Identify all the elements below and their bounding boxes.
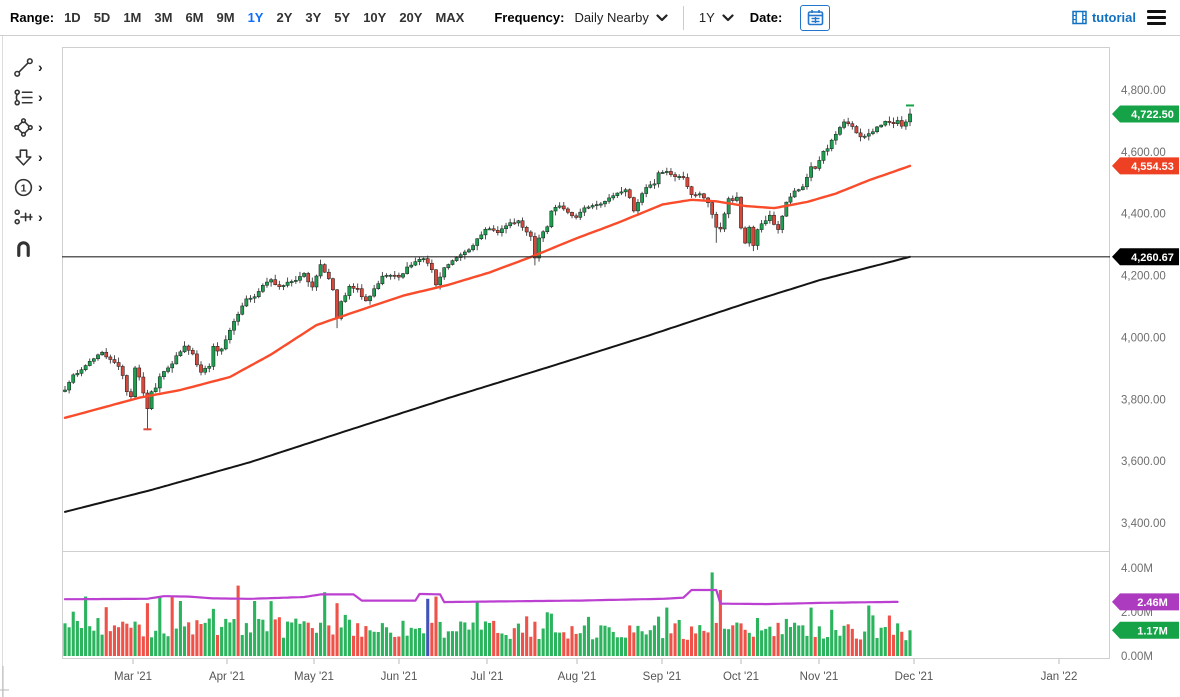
badge-ma-slow-value: 4,260.67 (1112, 248, 1179, 266)
x-axis-label: Sep '21 (643, 671, 682, 683)
range-option-5y[interactable]: 5Y (334, 10, 351, 25)
shapes-icon (14, 117, 33, 137)
svg-text:1: 1 (21, 182, 27, 194)
y-axis-label: 3,600.00 (1121, 456, 1166, 468)
low-tick-marker (143, 428, 152, 431)
y-axis-label: 4,400.00 (1121, 209, 1166, 221)
badge-volume-ma-value: 2.46M (1112, 593, 1179, 611)
svg-text:2.46M: 2.46M (1137, 597, 1168, 609)
chevron-down-icon (722, 13, 734, 21)
range-option-5d[interactable]: 5D (93, 10, 111, 25)
x-axis-label: Jan '22 (1041, 671, 1078, 683)
badge-last-price: 4,722.50 (1112, 105, 1179, 123)
range-option-2y[interactable]: 2Y (276, 10, 293, 25)
x-axis-label: Aug '21 (558, 671, 597, 683)
x-axis-label: Oct '21 (723, 671, 759, 683)
submenu-chevron-icon: › (38, 89, 43, 105)
x-axis-label: Mar '21 (114, 671, 152, 683)
number-tool-button[interactable]: 1 › (13, 176, 59, 198)
shapes-tool-button[interactable]: › (13, 116, 59, 138)
arrow-icon (15, 148, 32, 166)
volume-axis-label: 4.00M (1121, 563, 1153, 575)
period-dropdown[interactable]: 1Y (699, 10, 734, 25)
y-axis-label: 3,400.00 (1121, 518, 1166, 530)
date-label: Date: (749, 10, 783, 25)
ma-slow-line (64, 255, 911, 513)
x-axis-label: May '21 (294, 671, 334, 683)
x-axis-label: Dec '21 (895, 671, 934, 683)
range-option-3y[interactable]: 3Y (305, 10, 322, 25)
range-option-1d[interactable]: 1D (64, 10, 81, 25)
ma-fast-line (63, 164, 912, 419)
toolbar-divider (682, 5, 684, 30)
number-icon: 1 (14, 178, 33, 196)
range-label: Range: (10, 10, 55, 25)
x-axis-label: Nov '21 (800, 671, 839, 683)
submenu-chevron-icon: › (38, 209, 43, 225)
y-axis-label: 3,800.00 (1121, 394, 1166, 406)
y-axis-label: 4,000.00 (1121, 332, 1166, 344)
drawing-tools-sidebar: › › › › 1 › › (13, 56, 59, 258)
linelist-tool-button[interactable]: › (13, 86, 59, 108)
plot-border (62, 47, 1110, 659)
linelist-icon (14, 88, 33, 106)
period-value: 1Y (698, 10, 715, 25)
magnet-tool-button[interactable] (13, 236, 59, 258)
gann-tool-button[interactable]: › (13, 206, 59, 228)
y-axis-label: 4,200.00 (1121, 271, 1166, 283)
range-option-1m[interactable]: 1M (123, 10, 142, 25)
range-selector: 1D 5D 1M 3M 6M 9M 1Y 2Y 3Y 5Y 10Y 20Y MAX (64, 10, 464, 25)
y-axis-label: 4,800.00 (1121, 85, 1166, 97)
volume-ma-line (63, 588, 899, 606)
x-axis-label: Apr '21 (209, 671, 245, 683)
calendar-icon (807, 10, 824, 26)
price-chart[interactable]: 4,800.00 4,600.00 4,400.00 4,200.00 4,000.00… (0, 36, 1180, 697)
range-option-3m[interactable]: 3M (154, 10, 173, 25)
last-price-tick-marker (906, 104, 915, 107)
svg-text:1.17M: 1.17M (1137, 625, 1168, 637)
svg-text:4,722.50: 4,722.50 (1131, 109, 1174, 121)
film-icon (1072, 10, 1087, 25)
tutorial-link[interactable]: tutorial (1072, 10, 1136, 25)
tutorial-label: tutorial (1091, 10, 1136, 25)
submenu-chevron-icon: › (38, 149, 43, 165)
badge-ma-fast-value: 4,554.53 (1112, 157, 1179, 175)
y-axis-label: 4,600.00 (1121, 147, 1166, 159)
frequency-label: Frequency: (494, 10, 565, 25)
candlestick-series (63, 108, 912, 431)
trendline-tool-button[interactable]: › (13, 56, 59, 78)
svg-text:4,554.53: 4,554.53 (1131, 161, 1174, 173)
submenu-chevron-icon: › (38, 179, 43, 195)
chart-toolbar: Range: 1D 5D 1M 3M 6M 9M 1Y 2Y 3Y 5Y 10Y 20Y MAX Fre… (0, 0, 1180, 36)
submenu-chevron-icon: › (38, 119, 43, 135)
svg-text:4,260.67: 4,260.67 (1131, 252, 1174, 264)
chevron-down-icon (656, 13, 668, 21)
x-axis-label: Jun '21 (381, 671, 418, 683)
range-option-9m[interactable]: 9M (216, 10, 235, 25)
frequency-value: Daily Nearby (574, 10, 649, 25)
frequency-dropdown[interactable]: Daily Nearby (574, 10, 668, 25)
volume-axis-label: 0.00M (1121, 651, 1153, 663)
gann-icon (14, 208, 33, 224)
trendline-icon (14, 57, 33, 77)
volume-series (63, 572, 912, 656)
range-option-10y[interactable]: 10Y (363, 10, 387, 25)
magnet-icon (17, 240, 30, 257)
range-option-1y[interactable]: 1Y (247, 10, 264, 25)
badge-last-volume: 1.17M (1112, 621, 1179, 639)
x-axis-label: Jul '21 (471, 671, 504, 683)
range-option-6m[interactable]: 6M (185, 10, 204, 25)
menu-button[interactable] (1145, 8, 1168, 27)
calendar-button[interactable] (800, 4, 831, 31)
range-option-20y[interactable]: 20Y (399, 10, 423, 25)
panel-left-border (2, 0, 3, 697)
arrow-tool-button[interactable]: › (13, 146, 59, 168)
range-option-max[interactable]: MAX (435, 10, 465, 25)
submenu-chevron-icon: › (38, 59, 43, 75)
